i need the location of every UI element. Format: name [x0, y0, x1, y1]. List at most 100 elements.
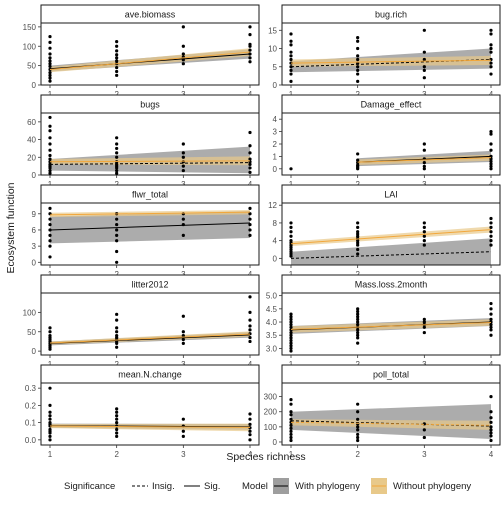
facet-strip-label: poll_total	[373, 370, 409, 380]
data-point	[289, 417, 293, 421]
data-point	[289, 221, 293, 225]
data-point	[115, 249, 119, 254]
data-point	[489, 221, 493, 225]
data-point	[356, 46, 360, 51]
x-tick-label: 2	[114, 450, 119, 459]
data-point	[422, 428, 426, 432]
facet-strip-label: litter2012	[131, 280, 168, 290]
data-point	[248, 339, 252, 344]
data-point	[489, 216, 493, 221]
y-tick-label: 0	[273, 81, 278, 90]
data-point	[489, 428, 493, 432]
data-point	[289, 344, 293, 348]
data-point	[289, 32, 293, 36]
y-tick-label: 0	[273, 254, 278, 263]
data-point	[356, 230, 360, 234]
data-point	[422, 234, 426, 238]
data-point	[289, 43, 293, 47]
with-phylogeny-band	[291, 238, 491, 265]
data-point	[356, 39, 360, 43]
data-point	[489, 395, 493, 399]
data-point	[489, 307, 493, 311]
facet-panel-flwr_total: flwr_total03691234	[32, 184, 260, 279]
data-point	[115, 155, 119, 159]
data-point	[422, 221, 426, 225]
data-point	[48, 233, 52, 237]
data-point	[115, 151, 119, 155]
with-phylogeny-line	[49, 162, 251, 165]
y-tick-label: 100	[23, 42, 37, 51]
data-point	[422, 28, 426, 32]
data-point	[248, 328, 252, 332]
y-tick-label: 100	[264, 423, 278, 432]
data-point	[248, 233, 252, 237]
data-point	[48, 64, 52, 68]
data-point	[289, 341, 293, 345]
data-point	[356, 309, 360, 314]
panels-layer: ave.biomass0501001501234bug.rich05101512…	[23, 4, 501, 459]
y-tick-label: 3	[273, 128, 278, 137]
y-tick-label: 0.3	[25, 384, 37, 393]
y-tick-label: 4	[273, 115, 278, 124]
data-point	[115, 334, 119, 338]
data-point	[489, 159, 493, 163]
data-point	[489, 410, 493, 414]
data-point	[48, 79, 52, 83]
data-point	[356, 65, 360, 69]
data-point	[356, 428, 360, 432]
data-point	[356, 72, 360, 76]
data-point	[181, 155, 185, 159]
panel-border	[281, 112, 501, 176]
data-point	[181, 429, 185, 433]
data-point	[289, 79, 293, 83]
data-point	[489, 46, 493, 51]
data-point	[115, 69, 119, 74]
data-point	[248, 56, 252, 60]
x-tick-label: 3	[422, 450, 427, 459]
data-point	[48, 421, 52, 425]
data-point	[356, 410, 360, 414]
data-point	[422, 435, 426, 440]
data-point	[356, 79, 360, 83]
data-point	[489, 130, 493, 134]
y-tick-label: 8	[273, 219, 278, 228]
data-point	[356, 243, 360, 247]
data-point	[289, 312, 293, 316]
data-point	[289, 167, 293, 171]
data-point	[48, 255, 52, 259]
data-point	[422, 50, 426, 54]
facet-panel-Damage_effect: Damage_effect012341234	[273, 94, 501, 189]
with-phylogeny-line	[290, 251, 492, 259]
legend-insig-label: Insig.	[152, 481, 175, 492]
data-point	[181, 52, 185, 56]
data-point	[489, 28, 493, 32]
data-point	[422, 317, 426, 321]
data-point	[48, 76, 52, 80]
data-point	[489, 434, 493, 438]
data-point	[115, 407, 119, 411]
data-point	[48, 34, 52, 39]
data-point	[289, 426, 293, 430]
data-point	[289, 410, 293, 414]
data-point	[48, 148, 52, 152]
data-point	[48, 427, 52, 432]
data-point	[115, 56, 119, 60]
data-point	[248, 170, 252, 174]
without-phylogeny-line	[49, 425, 251, 428]
data-point	[181, 337, 185, 342]
data-point	[48, 153, 52, 158]
data-point	[248, 422, 252, 426]
data-point	[289, 54, 293, 58]
legend-model-title: Model	[242, 481, 268, 492]
data-point	[356, 241, 360, 245]
data-point	[248, 433, 252, 437]
data-point	[181, 233, 185, 237]
data-point	[115, 44, 119, 48]
data-point	[422, 164, 426, 168]
without-phylogeny-line	[49, 160, 251, 163]
data-point	[248, 130, 252, 135]
y-tick-label: 9	[32, 210, 37, 219]
y-tick-label: 40	[27, 136, 36, 145]
without-phylogeny-line	[49, 211, 251, 216]
